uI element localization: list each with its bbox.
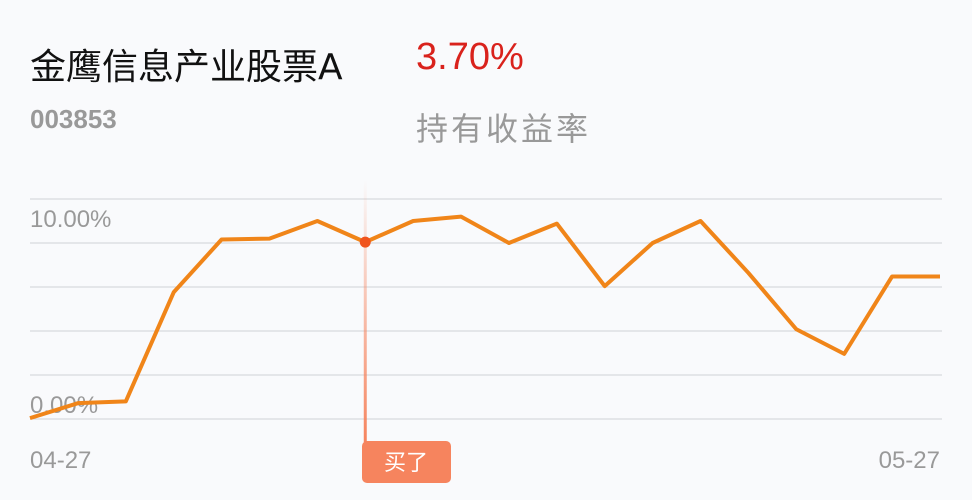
return-value: 3.70% (416, 36, 524, 78)
buy-badge-label: 买了 (384, 451, 428, 476)
return-label: 持有收益率 (416, 110, 592, 148)
x-tick-label: 05-27 (879, 447, 940, 474)
fund-name: 金鹰信息产业股票A (30, 47, 343, 88)
buy-point[interactable] (359, 236, 371, 248)
y-tick-label: 10.00% (30, 206, 111, 233)
fund-code: 003853 (30, 104, 117, 134)
buy-marker-line (363, 180, 367, 442)
return-line (29, 214, 940, 421)
x-tick-label: 04-27 (30, 447, 91, 474)
buy-badge[interactable] (362, 441, 451, 483)
